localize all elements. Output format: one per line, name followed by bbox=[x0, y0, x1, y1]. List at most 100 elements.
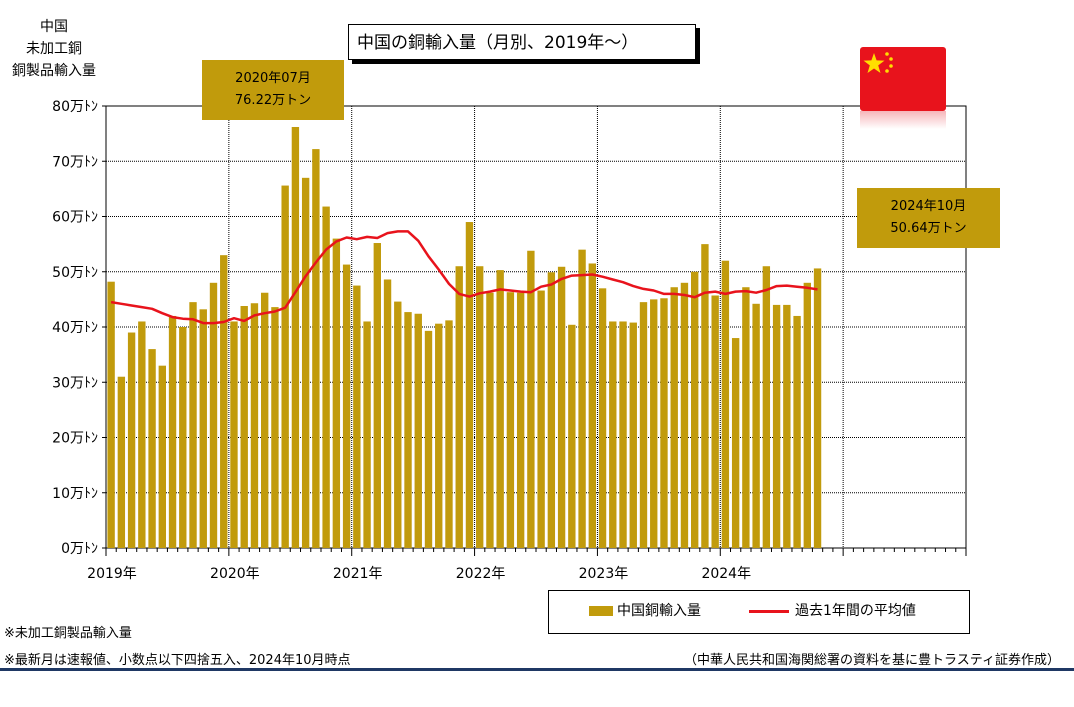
bar bbox=[588, 263, 596, 548]
bar bbox=[721, 260, 730, 548]
source-note: （中華人民共和国海関総署の資料を基に豊トラスティ証券作成） bbox=[684, 653, 1060, 668]
bar bbox=[291, 126, 300, 549]
bar bbox=[220, 255, 228, 549]
flag-small-star-4 bbox=[885, 69, 889, 73]
bar bbox=[261, 292, 269, 548]
y-tick-label: 40万ﾄﾝ bbox=[52, 320, 98, 336]
bar bbox=[680, 282, 689, 548]
bar bbox=[639, 302, 648, 548]
bar bbox=[127, 332, 136, 548]
y-tick-label: 70万ﾄﾝ bbox=[52, 154, 98, 170]
bar bbox=[342, 264, 351, 548]
bar bbox=[701, 244, 709, 548]
bar bbox=[752, 303, 760, 548]
bar bbox=[107, 281, 115, 548]
bar bbox=[117, 376, 126, 548]
bar bbox=[731, 338, 740, 548]
bar bbox=[772, 304, 781, 548]
y-axis-label-line1: 中国 bbox=[40, 19, 68, 35]
bar bbox=[496, 270, 504, 548]
legend: 中国銅輸入量 過去1年間の平均値 bbox=[548, 590, 970, 634]
bar bbox=[813, 268, 822, 548]
bar bbox=[281, 185, 289, 548]
peak-callout-date: 2020年07月 bbox=[235, 71, 311, 86]
bar bbox=[250, 303, 259, 548]
bar bbox=[670, 287, 678, 548]
bar bbox=[394, 301, 402, 548]
bar bbox=[189, 302, 197, 548]
china-flag-icon bbox=[860, 47, 946, 111]
latest-callout: 2024年10月 50.64万トン bbox=[857, 188, 1000, 248]
bar bbox=[465, 222, 474, 548]
bar bbox=[138, 321, 146, 548]
note-2: ※最新月は速報値、小数点以下四捨五入、2024年10月時点 bbox=[4, 653, 351, 668]
y-tick-label: 80万ﾄﾝ bbox=[52, 99, 98, 115]
y-axis-label-line3: 銅製品輸入量 bbox=[12, 63, 96, 79]
bar bbox=[598, 288, 607, 548]
bar bbox=[404, 312, 412, 548]
x-tick-label: 2024年 bbox=[701, 566, 751, 582]
x-tick-label: 2019年 bbox=[87, 566, 137, 582]
bar bbox=[168, 315, 177, 548]
bar bbox=[373, 243, 381, 548]
bar bbox=[486, 292, 494, 548]
flag-small-star-1 bbox=[885, 52, 889, 56]
peak-callout-value: 76.22万トン bbox=[234, 93, 312, 108]
bar bbox=[557, 266, 566, 548]
bar bbox=[527, 250, 535, 548]
bar bbox=[803, 282, 811, 548]
y-axis-label-line2: 未加工銅 bbox=[26, 41, 82, 57]
bar bbox=[568, 324, 576, 548]
bar bbox=[691, 271, 699, 548]
y-axis-label: 中国 未加工銅 銅製品輸入量 bbox=[4, 16, 104, 82]
flag-small-star-2 bbox=[889, 57, 893, 61]
x-tick-label: 2021年 bbox=[333, 566, 383, 582]
x-tick-label: 2020年 bbox=[210, 566, 260, 582]
bar bbox=[619, 321, 627, 548]
y-tick-label: 0万ﾄﾝ bbox=[61, 541, 98, 557]
chart-title: 中国の銅輸入量（月別、2019年～） bbox=[348, 24, 696, 60]
bar bbox=[271, 307, 279, 548]
bar bbox=[547, 272, 556, 548]
bar bbox=[742, 287, 750, 548]
bar bbox=[312, 149, 320, 548]
bar bbox=[424, 330, 433, 548]
bar bbox=[332, 238, 341, 548]
bar bbox=[353, 285, 361, 548]
bar bbox=[629, 322, 637, 548]
y-tick-label: 50万ﾄﾝ bbox=[52, 265, 98, 281]
bar bbox=[783, 304, 791, 548]
bar bbox=[516, 292, 525, 548]
peak-callout: 2020年07月 76.22万トン bbox=[202, 60, 344, 120]
bar bbox=[537, 290, 545, 548]
bar bbox=[322, 206, 330, 548]
bar bbox=[711, 295, 719, 548]
bar bbox=[506, 292, 515, 548]
legend-line-swatch bbox=[749, 610, 789, 613]
bar bbox=[240, 306, 248, 548]
bar bbox=[383, 279, 392, 548]
china-flag-stars bbox=[863, 52, 893, 73]
bar bbox=[435, 323, 443, 548]
bar bbox=[660, 298, 668, 548]
legend-bar-label: 中国銅輸入量 bbox=[617, 603, 701, 619]
bar bbox=[414, 313, 422, 548]
bar bbox=[578, 249, 586, 548]
bottom-rule bbox=[0, 668, 1074, 671]
bar bbox=[301, 177, 310, 548]
average-line bbox=[110, 230, 818, 325]
y-tick-label: 10万ﾄﾝ bbox=[52, 486, 98, 502]
flag-reflection bbox=[860, 111, 946, 129]
bar bbox=[762, 266, 771, 548]
bar bbox=[209, 282, 218, 548]
x-tick-label: 2023年 bbox=[579, 566, 629, 582]
latest-callout-value: 50.64万トン bbox=[890, 221, 967, 236]
bar bbox=[363, 321, 371, 548]
y-tick-label: 30万ﾄﾝ bbox=[52, 375, 98, 391]
bar bbox=[793, 315, 801, 548]
bar bbox=[455, 266, 463, 548]
bar bbox=[476, 266, 484, 548]
bar bbox=[148, 349, 156, 548]
bar bbox=[609, 321, 617, 548]
